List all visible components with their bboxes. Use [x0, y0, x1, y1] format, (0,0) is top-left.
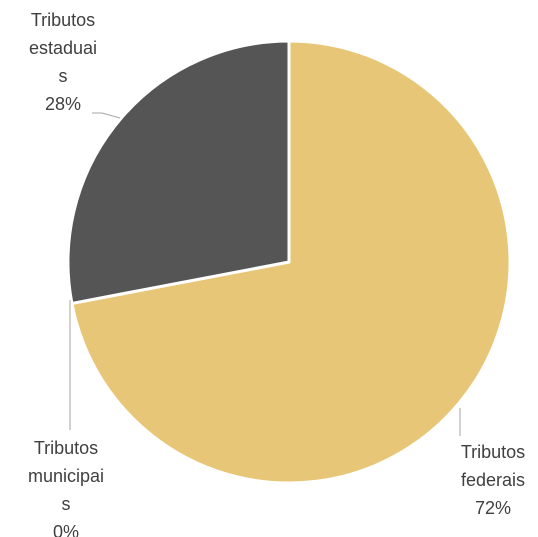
value-label: 0% [52, 522, 79, 537]
slice-label: Tributos estaduais 28% [27, 6, 99, 118]
slice-label: Tributos federais 72% [457, 438, 529, 522]
slice [70, 39, 512, 485]
slice-label: Tributos municipais 0% [26, 434, 106, 537]
category-label: Tributos federais [460, 442, 526, 490]
category-label: Tributos estaduais [28, 10, 98, 86]
slice [66, 39, 291, 305]
value-label: 72% [474, 498, 512, 518]
leader-line [92, 112, 121, 119]
value-label: 28% [44, 94, 82, 114]
category-label: Tributos municipais [27, 438, 105, 514]
slices [66, 39, 512, 485]
